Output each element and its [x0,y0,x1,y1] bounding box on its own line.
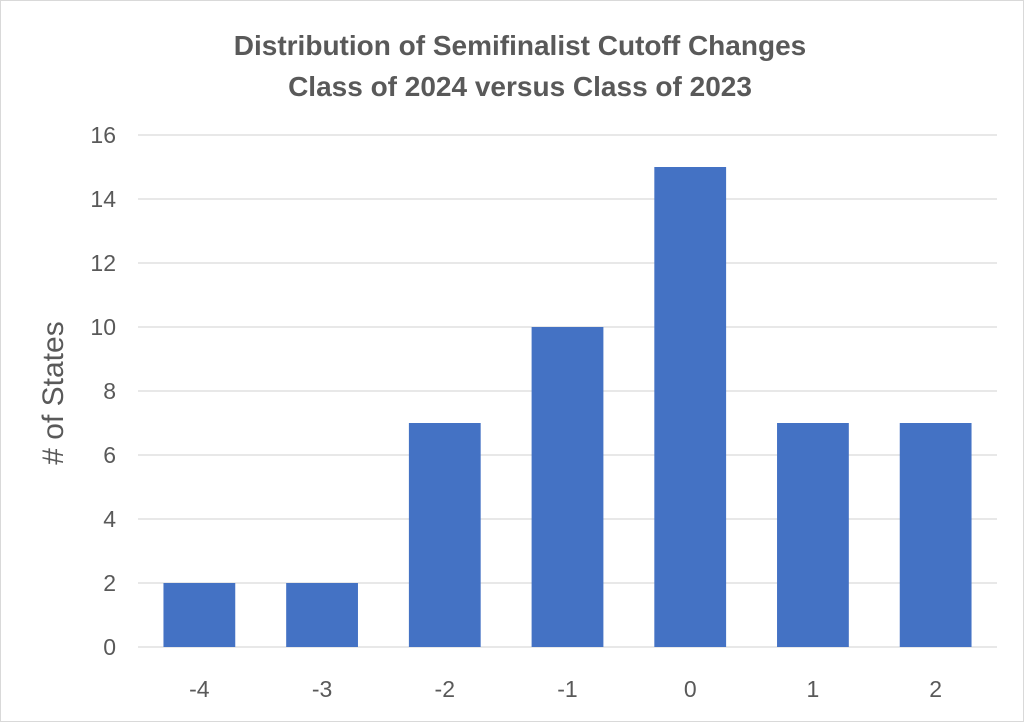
x-tick-labels: -4 -3 -2 -1 0 1 2 [189,676,942,702]
bar--3 [286,583,358,647]
y-tick-label: 4 [103,506,116,532]
bars [163,167,972,647]
x-tick-label: 1 [807,676,820,702]
bar--4 [163,583,236,647]
x-tick-label: -2 [435,676,455,702]
bar--1 [531,327,604,647]
bar-2 [899,423,972,647]
y-tick-label: 6 [103,442,116,468]
y-tick-label: 10 [90,314,116,340]
y-tick-label: 8 [103,378,116,404]
bar-0 [654,167,727,647]
y-tick-label: 2 [103,570,116,596]
y-tick-labels: 0 2 4 6 8 10 12 14 16 [90,122,116,660]
x-tick-label: -4 [189,676,210,702]
x-tick-label: 2 [929,676,942,702]
x-tick-label: -3 [312,676,332,702]
x-tick-label: 0 [684,676,697,702]
y-tick-label: 16 [90,122,116,148]
x-tick-label: -1 [557,676,577,702]
y-tick-label: 0 [103,634,116,660]
y-axis-title: # of States [37,321,70,464]
bar-1 [777,423,849,647]
bar--2 [408,423,481,647]
y-tick-label: 12 [90,250,116,276]
y-tick-label: 14 [90,186,116,212]
chart-subtitle: Class of 2024 versus Class of 2023 [288,71,752,102]
chart-title: Distribution of Semifinalist Cutoff Chan… [234,30,806,61]
